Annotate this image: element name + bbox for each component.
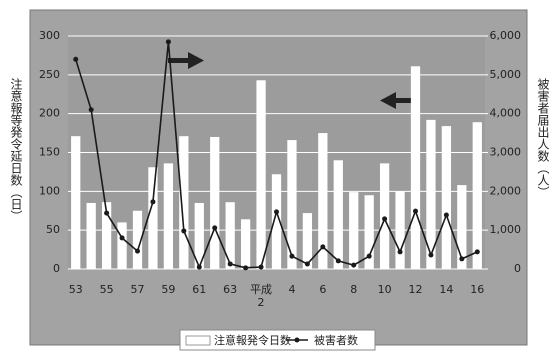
bar xyxy=(194,202,204,269)
arrow-right xyxy=(168,52,204,69)
marker xyxy=(135,248,140,254)
marker xyxy=(382,216,388,222)
y-tick-label: 300 xyxy=(39,29,60,42)
marker xyxy=(212,225,218,231)
y2-tick-label: 2,000 xyxy=(490,184,522,197)
marker xyxy=(104,210,110,216)
marker xyxy=(258,264,264,270)
bar xyxy=(71,136,81,269)
marker xyxy=(274,209,279,215)
x-tick-label: 8 xyxy=(350,283,358,296)
x-tick-label: 12 xyxy=(408,283,423,296)
marker xyxy=(88,107,94,113)
marker xyxy=(227,261,233,267)
x-tick-label: 10 xyxy=(377,283,392,296)
bar xyxy=(426,119,436,269)
bar xyxy=(379,163,390,269)
bar xyxy=(457,185,467,269)
bar xyxy=(271,174,282,269)
bar xyxy=(163,163,174,269)
y2-axis-label: 被害者届出人数（人） xyxy=(536,78,550,198)
y-tick-label: 150 xyxy=(39,146,60,159)
legend-swatch xyxy=(185,335,211,346)
y-tick-label: 0 xyxy=(53,262,60,275)
bar xyxy=(132,210,143,269)
bar xyxy=(472,122,482,270)
y2-tick-label: 6,000 xyxy=(490,29,522,42)
marker xyxy=(289,253,295,259)
marker xyxy=(335,258,341,264)
y-axis-label: 注意報等発令延日数（日） xyxy=(9,78,23,222)
marker xyxy=(459,256,465,262)
marker xyxy=(165,39,171,45)
x-tick-label: 63 xyxy=(223,283,238,296)
legend-label: 被害者数 xyxy=(314,333,358,347)
marker xyxy=(181,228,187,234)
y-tick-label: 100 xyxy=(39,184,60,197)
marker xyxy=(150,199,156,205)
x-tick-label: 59 xyxy=(161,283,176,296)
marker xyxy=(351,262,357,268)
bar xyxy=(148,167,158,269)
x-tick-label: 55 xyxy=(99,283,114,296)
bar xyxy=(240,219,251,269)
marker xyxy=(304,261,310,267)
marker xyxy=(443,212,449,218)
bar xyxy=(349,192,359,269)
bar xyxy=(210,136,220,269)
bar xyxy=(86,202,96,269)
x-tick-label: 16 xyxy=(470,283,485,296)
bar xyxy=(302,213,313,269)
marker xyxy=(119,235,125,241)
y-tick-label: 250 xyxy=(39,68,60,81)
legend-label: 注意報発令日数 xyxy=(214,333,291,347)
bar xyxy=(395,191,405,269)
marker xyxy=(366,253,372,259)
marker xyxy=(428,252,434,258)
x-tick-label: 平成 2 xyxy=(250,283,273,309)
y-tick-label: 200 xyxy=(39,107,60,120)
bar xyxy=(225,202,235,269)
bar xyxy=(441,126,452,270)
x-tick-label: 4 xyxy=(288,283,296,296)
bar xyxy=(318,133,328,269)
bar xyxy=(117,222,127,269)
bar xyxy=(287,140,297,269)
marker xyxy=(243,265,249,271)
x-tick-label: 61 xyxy=(192,283,207,296)
arrow-left xyxy=(380,92,412,109)
bar xyxy=(364,195,374,269)
marker xyxy=(397,249,403,255)
y2-tick-label: 3,000 xyxy=(490,146,522,159)
x-tick-label: 53 xyxy=(68,283,83,296)
y2-tick-label: 4,000 xyxy=(490,107,522,120)
y2-tick-label: 1,000 xyxy=(490,223,522,236)
y2-tick-label: 0 xyxy=(514,262,521,275)
legend xyxy=(179,329,376,351)
marker xyxy=(474,249,480,255)
bar xyxy=(179,136,189,269)
bar xyxy=(333,160,343,269)
x-tick-label: 14 xyxy=(439,283,454,296)
bar xyxy=(101,202,112,269)
bar xyxy=(256,80,266,270)
marker xyxy=(413,208,418,214)
legend-swatch xyxy=(294,337,300,343)
marker xyxy=(320,244,326,250)
marker xyxy=(73,56,79,62)
x-tick-label: 57 xyxy=(130,283,145,296)
y-tick-label: 50 xyxy=(46,223,60,236)
x-tick-label: 6 xyxy=(319,283,327,296)
bar xyxy=(410,66,421,269)
y2-tick-label: 5,000 xyxy=(490,68,522,81)
marker xyxy=(196,264,202,270)
